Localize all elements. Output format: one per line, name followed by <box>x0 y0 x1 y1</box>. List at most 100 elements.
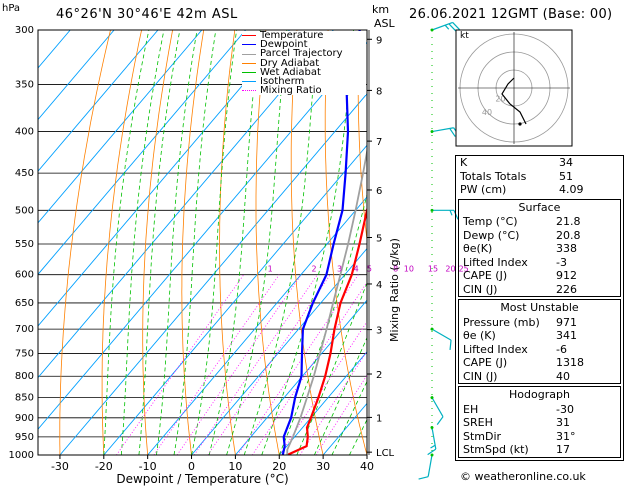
mixing-ratio-line <box>116 274 245 455</box>
hodograph-row: EH -30 <box>459 403 620 417</box>
hodograph-row: StmDir 31° <box>459 430 620 444</box>
chart-legend: Temperature Dewpoint Parcel Trajectory Dry … <box>242 30 366 96</box>
surface-value: 21.8 <box>556 215 581 228</box>
index-key: Totals Totals <box>460 169 527 183</box>
wind-barb-dot <box>430 425 434 429</box>
km-tick-label: 8 <box>376 86 382 97</box>
wind-barb-staff <box>431 21 453 31</box>
km-tick-label: 3 <box>376 326 382 337</box>
plot-frame <box>37 29 368 456</box>
most-unstable-row: θe (K) 341 <box>459 329 620 343</box>
wind-barb-half <box>449 210 453 216</box>
hodograph-storm-motion <box>518 122 522 126</box>
hodograph-value: 17 <box>556 443 570 456</box>
series-temperature <box>286 206 367 455</box>
pressure-tick-label: 400 <box>15 127 34 138</box>
wind-barb-half <box>430 444 436 449</box>
most-unstable-row: Pressure (mb) 971 <box>459 316 620 330</box>
pressure-tick-label: 450 <box>15 168 34 179</box>
wet-adiabat <box>156 30 198 455</box>
most-unstable-value: 1318 <box>556 356 584 369</box>
legend-item: Wet Adiabat <box>242 67 366 77</box>
hodograph-key: StmSpd (kt) <box>463 443 529 456</box>
hodograph-row: StmSpd (kt) 17 <box>459 443 620 457</box>
mixing-ratio-line <box>299 350 367 455</box>
hodograph-row: SREH 31 <box>459 416 620 430</box>
wind-barb-dot <box>430 208 434 212</box>
wind-barb-dot <box>430 396 434 400</box>
isotherm-line <box>235 299 367 455</box>
mixing-ratio-label: 4 <box>354 265 359 274</box>
wet-adiabat <box>226 30 288 455</box>
surface-row: Lifted Index -3 <box>459 256 620 270</box>
index-key: K <box>460 156 468 169</box>
hodograph-panel: Hodograph EH -30 SREH 31 StmDir 31° StmSpd (kt… <box>458 386 621 458</box>
wind-barb <box>430 327 452 350</box>
mixing-ratio-line <box>315 374 367 455</box>
wet-adiabat <box>331 380 367 455</box>
wind-barb-flag <box>453 210 459 220</box>
hodograph-key: EH <box>463 402 479 416</box>
isotherm-line <box>38 30 203 224</box>
hodograph-kt-label: kt <box>460 31 469 41</box>
surface-key: Temp (°C) <box>463 215 518 228</box>
wind-barb-flag <box>436 416 444 426</box>
wind-barb <box>427 425 437 456</box>
surface-value: 226 <box>556 282 577 296</box>
wet-adiabat <box>138 30 181 455</box>
km-tick-label: 7 <box>376 137 382 148</box>
dry-adiabat <box>219 30 236 455</box>
most-unstable-key: CIN (J) <box>463 369 498 383</box>
mixing-ratio-label: 8 <box>393 265 398 274</box>
surface-value: -3 <box>556 255 567 269</box>
temp-tick-label: 10 <box>228 460 242 473</box>
mixing-ratio-label: 2 <box>312 265 317 274</box>
wind-barb <box>430 21 460 32</box>
km-unit-label: km <box>372 3 390 16</box>
most-unstable-key: CAPE (J) <box>463 356 508 369</box>
legend-item: Mixing Ratio <box>242 86 366 96</box>
mixing-ratio-label: 10 <box>404 265 414 274</box>
mixing-ratio-label: 15 <box>428 265 438 274</box>
isotherm-line <box>38 30 247 276</box>
dry-adiabat <box>59 30 111 455</box>
series-dewpoint <box>281 30 361 455</box>
legend-swatch <box>242 44 256 46</box>
wind-barb-dot <box>430 130 434 134</box>
isotherm-line <box>147 196 367 455</box>
wind-barb-flag <box>418 476 429 480</box>
indices-table: K 34 Totals Totals 51 PW (cm) 4.09 Surface Te… <box>455 155 624 461</box>
legend-item: Dewpoint <box>242 40 366 50</box>
wind-barb-half <box>444 24 450 30</box>
wet-adiabat <box>191 30 238 455</box>
mixing-ratio-line <box>176 274 302 455</box>
dry-adiabat <box>181 30 205 455</box>
surface-value: 338 <box>556 242 577 255</box>
dry-adiabat <box>390 6 455 455</box>
most-unstable-panel: Most Unstable Pressure (mb) 971 θe (K) 341 L… <box>458 299 621 384</box>
surface-row: CIN (J) 226 <box>459 283 620 297</box>
legend-swatch <box>242 62 256 64</box>
pressure-tick-label: 900 <box>15 413 34 424</box>
surface-row: CAPE (J) 912 <box>459 269 620 283</box>
wind-barb-staff <box>427 454 433 477</box>
location-title: 46°26'N 30°46'E 42m ASL <box>56 7 238 22</box>
wind-barb-staff <box>431 328 452 341</box>
hodograph-ring-label: 40 <box>482 108 492 117</box>
legend-item: Isotherm <box>242 76 366 87</box>
pressure-tick-label: 600 <box>15 270 34 281</box>
mixing-ratio-label: 3 <box>337 265 342 274</box>
surface-key: CAPE (J) <box>463 269 508 282</box>
mixing-ratio-line <box>153 274 280 455</box>
copyright-footer: © weatheronline.co.uk <box>460 470 586 483</box>
legend-label: Parcel Trajectory <box>260 48 343 60</box>
surface-value: 20.8 <box>556 228 581 242</box>
wet-adiabat <box>314 336 367 455</box>
wind-barb-flag <box>449 128 456 137</box>
surface-title: Surface <box>518 200 561 214</box>
temp-tick-label: -30 <box>51 460 69 473</box>
surface-row: Temp (°C) 21.8 <box>459 215 620 229</box>
wind-barb <box>430 208 459 220</box>
legend-swatch <box>242 71 256 73</box>
